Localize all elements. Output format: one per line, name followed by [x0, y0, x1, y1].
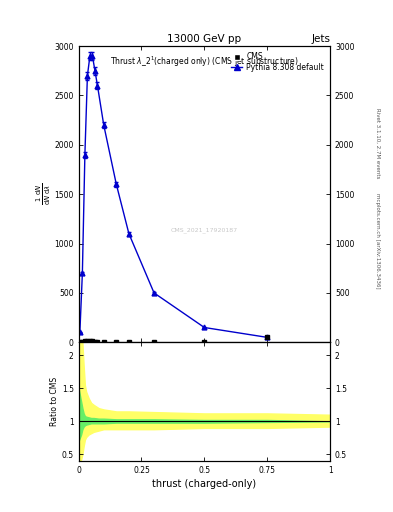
Y-axis label: $\frac{1}{\mathrm{d}N}\frac{\mathrm{d}N}{\mathrm{d}\lambda}$: $\frac{1}{\mathrm{d}N}\frac{\mathrm{d}N}… [35, 183, 53, 205]
X-axis label: thrust (charged-only): thrust (charged-only) [152, 479, 256, 489]
Legend: CMS, Pythia 8.308 default: CMS, Pythia 8.308 default [229, 50, 326, 74]
Text: Thrust $\lambda\_2^1$(charged only) (CMS jet substructure): Thrust $\lambda\_2^1$(charged only) (CMS… [110, 55, 299, 69]
Title: 13000 GeV pp: 13000 GeV pp [167, 34, 241, 44]
Text: Jets: Jets [311, 34, 330, 44]
Text: mcplots.cern.ch [arXiv:1306.3436]: mcplots.cern.ch [arXiv:1306.3436] [375, 193, 380, 288]
Text: CMS_2021_17920187: CMS_2021_17920187 [171, 227, 238, 232]
Y-axis label: Ratio to CMS: Ratio to CMS [50, 377, 59, 426]
Text: Rivet 3.1.10, 2.7M events: Rivet 3.1.10, 2.7M events [375, 108, 380, 179]
